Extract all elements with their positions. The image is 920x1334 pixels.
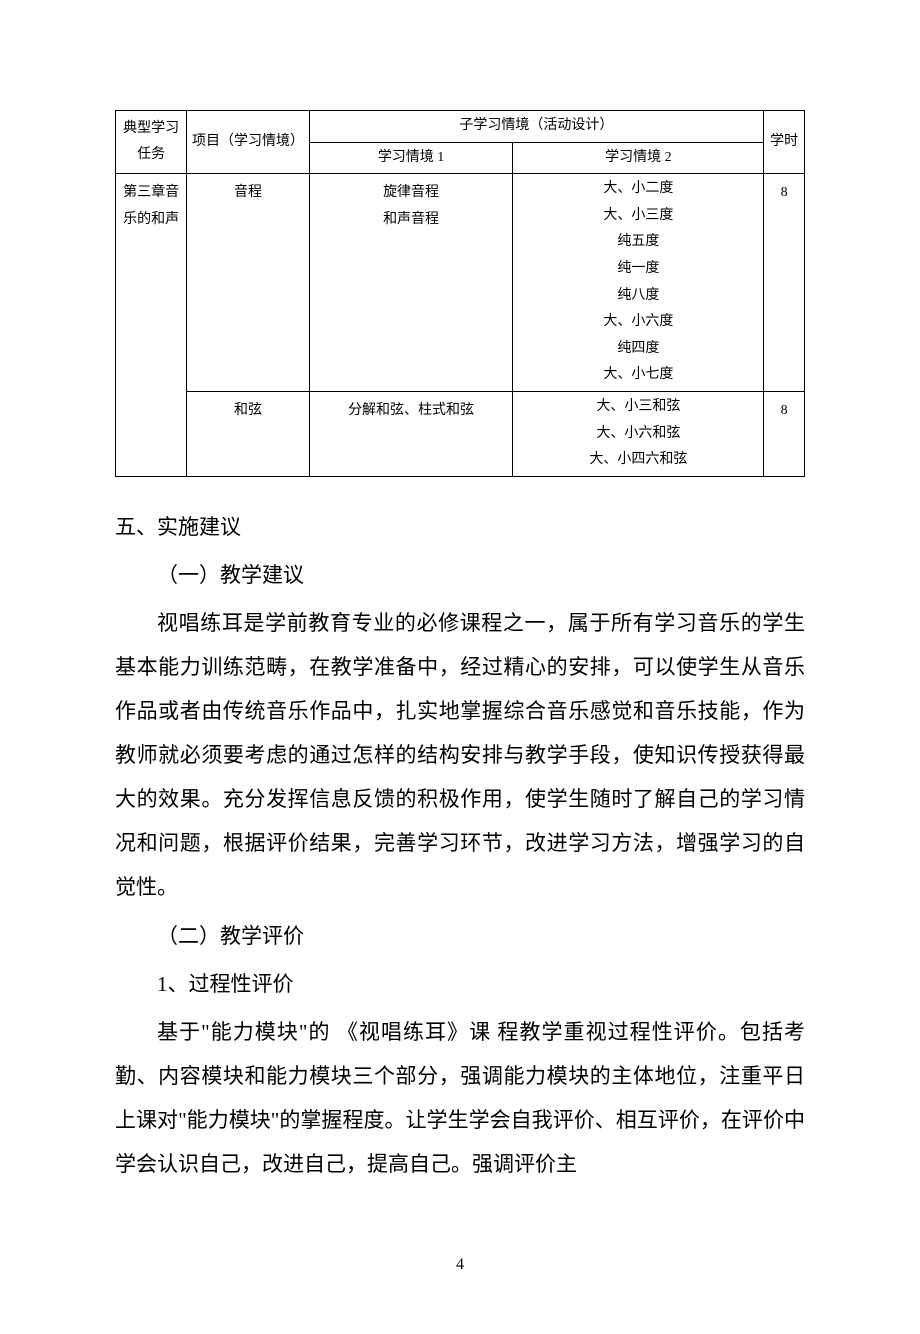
header-hours: 学时: [764, 111, 805, 174]
cell-project-1: 音程: [187, 174, 309, 392]
cell-sub1-2: 分解和弦、柱式和弦: [309, 391, 513, 476]
table-row-1: 第三章音乐的和声 音程 旋律音程 和声音程 大、小二度 大、小三度 纯五度 纯一…: [116, 174, 805, 392]
header-sub2: 学习情境 2: [513, 142, 764, 174]
header-task: 典型学习任务: [116, 111, 187, 174]
table-header-row-1: 典型学习任务 项目（学习情境） 子学习情境（活动设计） 学时: [116, 111, 805, 143]
cell-sub2-2: 大、小三和弦 大、小六和弦 大、小四六和弦: [513, 391, 764, 476]
cell-hours-1: 8: [764, 174, 805, 392]
cell-task: 第三章音乐的和声: [116, 174, 187, 477]
subsection-2-1-heading: 1、过程性评价: [115, 962, 805, 1006]
paragraph-1: 视唱练耳是学前教育专业的必修课程之一，属于所有学习音乐的学生基本能力训练范畴，在…: [115, 601, 805, 910]
subsection-1-heading: （一）教学建议: [115, 553, 805, 597]
paragraph-2: 基于"能力模块"的 《视唱练耳》课 程教学重视过程性评价。包括考勤、内容模块和能…: [115, 1010, 805, 1186]
cell-sub2-1: 大、小二度 大、小三度 纯五度 纯一度 纯八度 大、小六度 纯四度 大、小七度: [513, 174, 764, 392]
curriculum-table: 典型学习任务 项目（学习情境） 子学习情境（活动设计） 学时 学习情境 1 学习…: [115, 110, 805, 477]
page-number: 4: [115, 1256, 805, 1274]
header-project: 项目（学习情境）: [187, 111, 309, 174]
cell-sub1-1: 旋律音程 和声音程: [309, 174, 513, 392]
header-sub-situation: 子学习情境（活动设计）: [309, 111, 764, 143]
subsection-2-heading: （二）教学评价: [115, 914, 805, 958]
cell-hours-2: 8: [764, 391, 805, 476]
table-row-2: 和弦 分解和弦、柱式和弦 大、小三和弦 大、小六和弦 大、小四六和弦 8: [116, 391, 805, 476]
header-sub1: 学习情境 1: [309, 142, 513, 174]
cell-project-2: 和弦: [187, 391, 309, 476]
section-5-heading: 五、实施建议: [115, 505, 805, 549]
